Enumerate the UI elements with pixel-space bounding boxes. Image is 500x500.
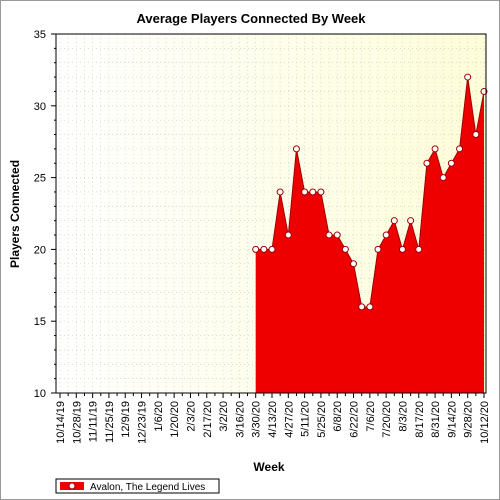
data-point [366,303,374,311]
x-tick-label: 7/20/20 [381,401,393,438]
data-point [252,245,260,253]
x-axis-title: Week [253,460,284,474]
y-axis-title: Players Connected [8,160,22,268]
data-point [407,217,415,225]
data-point [358,303,366,311]
series-area [255,77,484,393]
x-tick-label: 3/16/20 [234,401,246,438]
data-point [439,174,447,182]
data-point [398,245,406,253]
data-point [456,145,464,153]
axes [55,33,487,394]
chart-title: Average Players Connected By Week [136,11,366,26]
legend: Avalon, The Legend Lives [55,478,220,494]
y-tick-label: 20 [34,244,46,256]
x-tick-label: 8/31/20 [430,401,442,438]
data-point [472,131,480,139]
x-tick-label: 12/9/19 [120,401,132,438]
data-point [350,260,358,268]
x-tick-label: 2/3/20 [185,401,197,432]
data-point [317,188,325,196]
x-tick-label: 11/11/19 [88,401,100,442]
y-tick-label: 10 [34,388,46,400]
legend-marker [68,482,76,490]
x-tick-label: 8/3/20 [397,401,409,432]
x-tick-label: 6/22/20 [349,401,361,438]
y-tick-labels: 10 15 20 25 30 35 [34,29,56,400]
legend-series-label: Avalon, The Legend Lives [90,482,205,493]
series-layer [252,73,488,393]
data-point [464,73,472,81]
x-tick-label: 9/14/20 [446,401,458,438]
x-tick-label: 10/14/19 [55,401,67,444]
data-point [374,245,382,253]
plot-border [55,33,487,394]
data-point [382,231,390,239]
data-point [284,231,292,239]
data-point [292,145,300,153]
data-point [301,188,309,196]
x-tick-label: 4/27/20 [283,401,295,438]
x-tick-label: 12/23/19 [137,401,149,444]
data-point [260,245,268,253]
x-tick-label: 9/28/20 [463,401,475,438]
y-tick-label: 35 [34,29,46,41]
data-point [325,231,333,239]
data-point [276,188,284,196]
x-tick-label: 11/25/19 [104,401,116,443]
data-point [423,159,431,167]
data-point [268,245,276,253]
data-point [309,188,317,196]
y-tick-label: 15 [34,316,46,328]
x-tick-label: 5/25/20 [316,401,328,438]
x-tick-label: 10/28/19 [71,401,83,444]
y-tick-label: 25 [34,173,46,185]
data-point [333,231,341,239]
y-tick-label: 30 [34,101,46,113]
data-point [341,245,349,253]
x-tick-label: 7/6/20 [365,401,377,432]
data-point [390,217,398,225]
x-tick-label: 3/30/20 [251,401,263,438]
data-point [447,159,455,167]
x-tick-label: 3/2/20 [218,401,230,432]
data-point [415,245,423,253]
x-tick-label: 5/11/20 [300,401,312,437]
x-tick-label: 4/13/20 [267,401,279,438]
legend-box [55,478,220,494]
data-point [431,145,439,153]
x-tick-label: 8/17/20 [414,401,426,438]
x-tick-labels: 10/14/19 10/28/19 11/11/19 11/25/19 12/9/19 1… [55,393,491,444]
x-tick-label: 2/17/20 [202,401,214,438]
x-tick-label: 6/8/20 [332,401,344,432]
x-tick-label: 10/12/20 [479,401,491,444]
x-tick-label: 1/6/20 [153,401,165,432]
x-tick-label: 1/20/20 [169,401,181,438]
